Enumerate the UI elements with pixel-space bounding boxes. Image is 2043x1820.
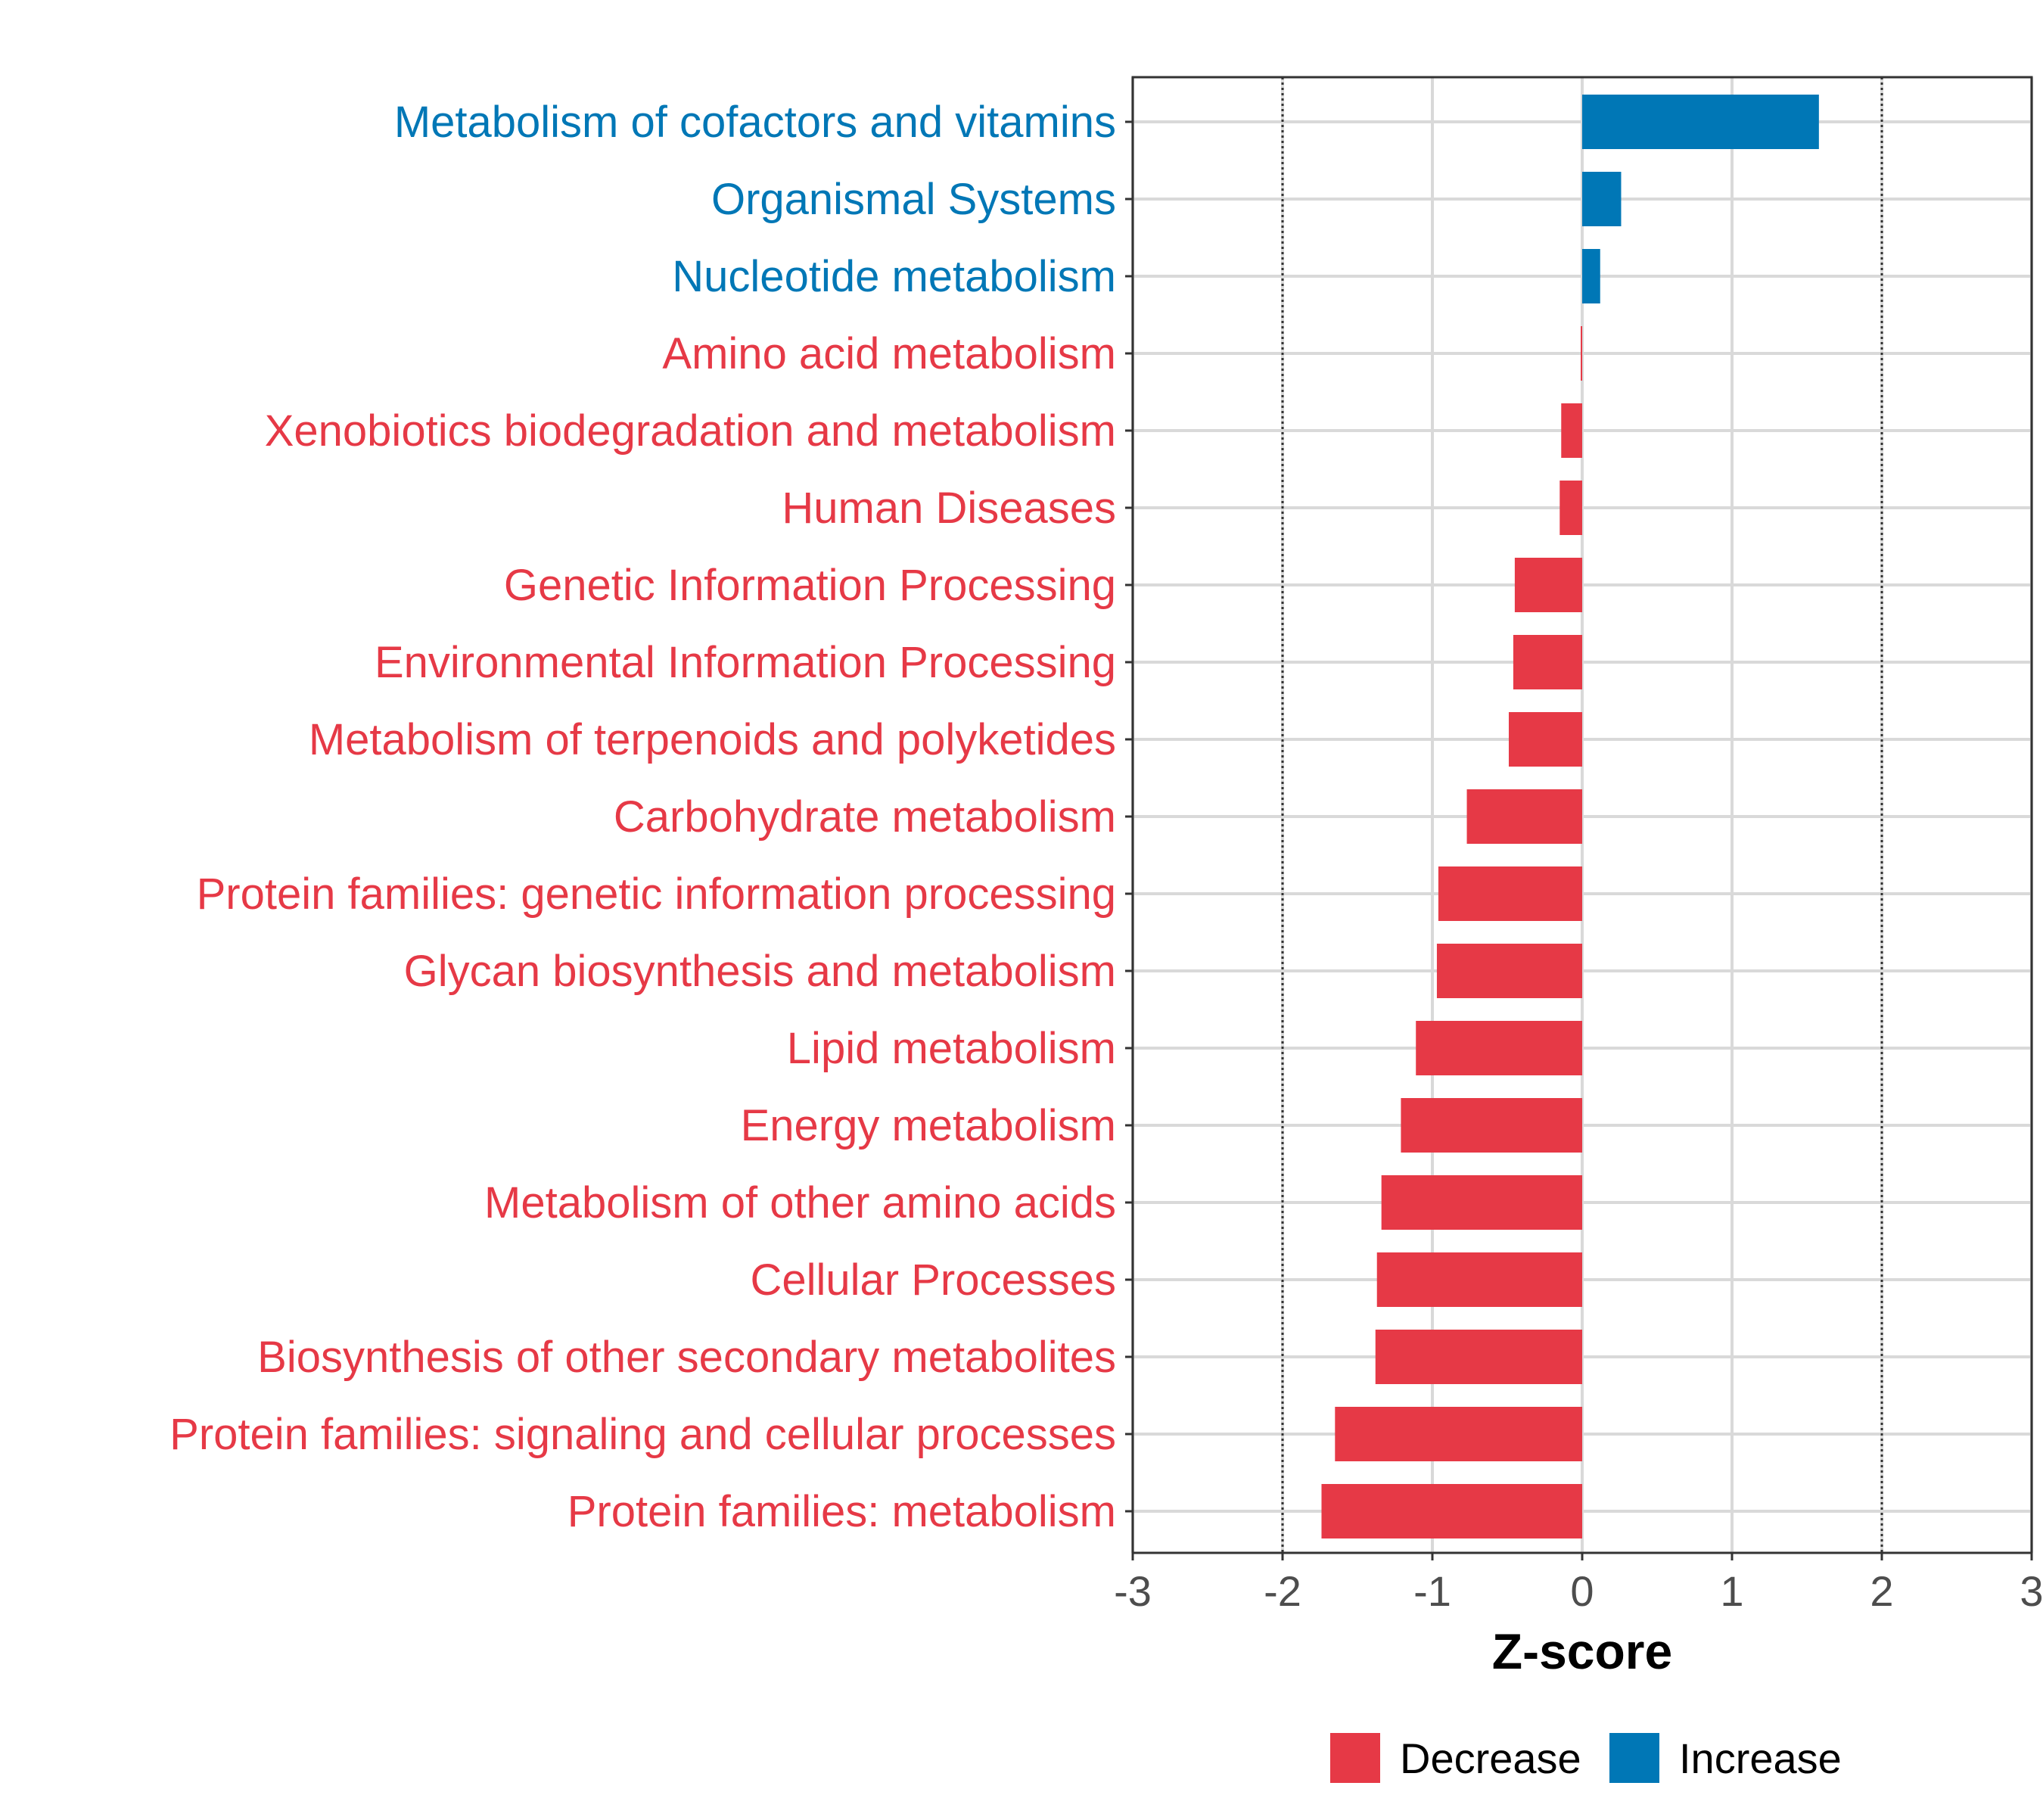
legend-swatch [1609,1733,1659,1783]
bar [1381,1175,1582,1230]
bar [1513,635,1582,689]
bar [1436,944,1582,998]
threshold-lines [1281,77,1883,1553]
category-label: Lipid metabolism [787,1024,1116,1073]
category-label: Metabolism of cofactors and vitamins [394,98,1116,147]
x-axis-title: Z-score [1492,1623,1672,1679]
category-label: Metabolism of other amino acids [484,1178,1116,1227]
bar [1321,1484,1582,1538]
bar [1376,1252,1582,1307]
category-label: Environmental Information Processing [375,638,1116,687]
x-tick-label: -3 [1114,1567,1152,1615]
category-label: Nucleotide metabolism [672,252,1116,301]
bar [1438,866,1582,921]
x-axis: -3 -2 -1 0 1 2 3 [1114,1553,2043,1615]
x-tick-label: -1 [1413,1567,1451,1615]
category-label: Cellular Processes [750,1255,1116,1305]
x-tick-label: 2 [1870,1567,1893,1615]
category-label: Metabolism of terpenoids and polyketides [309,715,1116,764]
bar [1582,249,1600,303]
bar [1335,1407,1582,1461]
category-label: Protein families: metabolism [568,1487,1116,1536]
category-label: Genetic Information Processing [504,561,1116,610]
legend-label: Increase [1679,1734,1842,1782]
bar [1508,712,1582,767]
category-label: Organismal Systems [711,175,1116,224]
category-label: Energy metabolism [741,1101,1116,1150]
bar [1582,172,1622,226]
x-tick-label: 3 [2020,1567,2043,1615]
bar [1416,1021,1582,1075]
category-label: Human Diseases [782,484,1116,533]
category-label: Amino acid metabolism [662,329,1116,378]
x-tick-label: -2 [1264,1567,1301,1615]
legend-swatch [1330,1733,1380,1783]
category-label: Glycan biosynthesis and metabolism [404,947,1116,996]
category-label: Xenobiotics biodegradation and metabolis… [265,406,1116,456]
bar [1561,403,1582,458]
x-tick-label: 1 [1720,1567,1743,1615]
bar [1466,789,1582,844]
y-axis: Metabolism of cofactors and vitamins Orga… [169,98,1133,1536]
x-tick-label: 0 [1570,1567,1594,1615]
bar [1581,326,1583,381]
bar [1514,558,1582,612]
category-label: Protein families: genetic information pr… [197,870,1116,919]
bar [1582,95,1819,149]
legend: Decrease Increase [1330,1733,1842,1783]
bars [1321,95,1819,1538]
bar [1375,1330,1582,1384]
category-label: Biosynthesis of other secondary metaboli… [257,1333,1116,1382]
legend-label: Decrease [1400,1734,1581,1782]
category-label: Carbohydrate metabolism [614,792,1116,842]
category-label: Protein families: signaling and cellular… [169,1410,1116,1459]
bar [1401,1098,1582,1153]
bar [1559,481,1582,535]
